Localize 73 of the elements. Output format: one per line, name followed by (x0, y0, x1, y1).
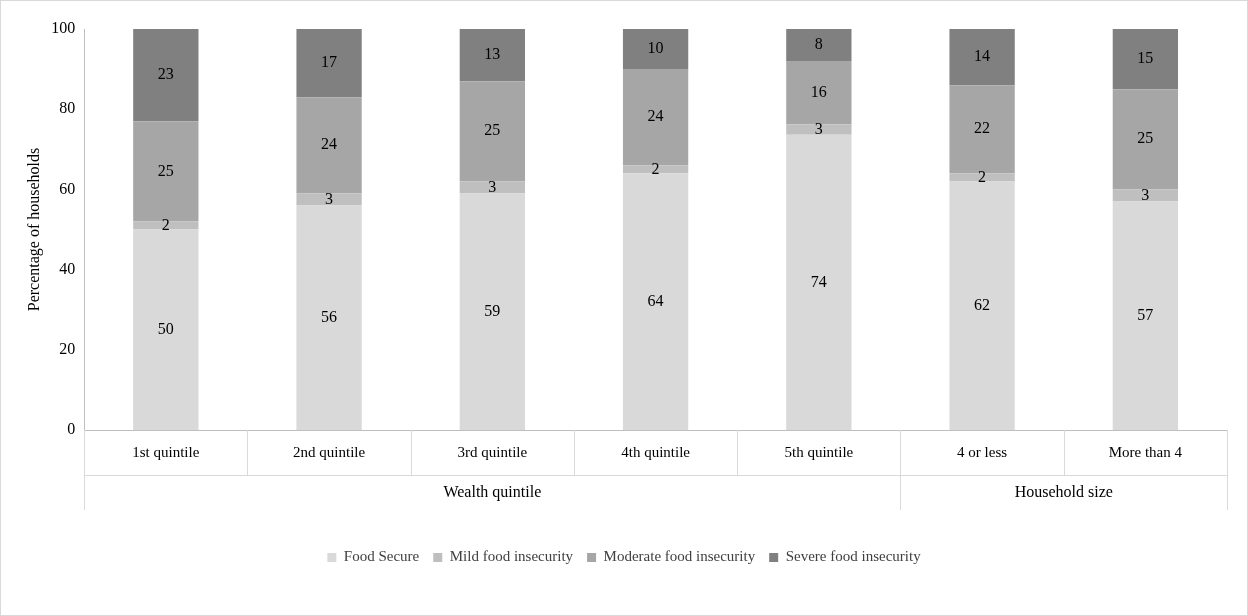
data-label: 25 (157, 161, 174, 179)
y-tick-label: 60 (59, 179, 76, 197)
data-label: 14 (974, 47, 991, 65)
x-tick-label: More than 4 (1108, 443, 1183, 460)
text: Household size (1014, 483, 1113, 501)
bar (786, 29, 852, 62)
bar (296, 29, 362, 98)
data-label: 16 (810, 82, 827, 100)
data-label: 22 (974, 119, 991, 137)
data-label: 56 (321, 307, 338, 325)
y-tick-label: 80 (59, 99, 76, 117)
bar (459, 181, 525, 194)
legend-label: Moderate food insecurity (603, 548, 756, 565)
data-label: 10 (647, 39, 664, 57)
text: Wealth quintile (443, 483, 542, 502)
bar (296, 97, 362, 194)
data-label: 24 (647, 107, 664, 125)
data-label: 13 (484, 45, 501, 63)
y-tick-label: 40 (59, 259, 76, 277)
bar (622, 173, 689, 430)
data-label: 3 (325, 189, 334, 207)
data-label: 17 (321, 53, 338, 71)
x-tick-label: 3rd quintile (457, 443, 528, 460)
bar (296, 193, 362, 206)
data-label: 57 (1137, 305, 1154, 323)
x-tick-label: 2nd quintile (293, 443, 366, 460)
data-label: 2 (161, 215, 170, 233)
bar (949, 29, 1015, 86)
bar (622, 165, 689, 174)
data-label: 3 (1141, 185, 1150, 203)
data-label: 2 (651, 159, 660, 177)
data-label: 25 (484, 121, 501, 139)
y-tick-label: 100 (51, 19, 76, 37)
data-label: 8 (814, 35, 823, 53)
legend-label: Food Secure (343, 548, 420, 565)
bar (786, 124, 852, 135)
data-label: 3 (488, 177, 497, 195)
y-tick-label: 20 (59, 340, 76, 357)
data-label: 24 (321, 135, 338, 153)
x-tick-label: 5th quintile (784, 443, 854, 460)
bar (296, 205, 362, 430)
bar (459, 29, 525, 82)
legend-label: Mild food insecurity (449, 548, 574, 565)
y-tick-label: 0 (67, 420, 76, 438)
data-label: 2 (978, 167, 987, 185)
data-label: 74 (810, 272, 827, 290)
y-axis-title: Percentage of households (24, 147, 43, 312)
bar (459, 193, 525, 430)
x-tick-label: 1st quintile (132, 443, 200, 460)
data-label: 62 (974, 295, 991, 313)
data-label: 15 (1137, 49, 1154, 67)
data-label: 25 (1137, 129, 1154, 147)
bar (1112, 201, 1179, 430)
bar (133, 229, 199, 430)
bar (786, 134, 852, 430)
data-label: 64 (647, 291, 664, 309)
legend-label: Severe food insecurity (785, 548, 922, 565)
data-label: 3 (814, 119, 823, 137)
bar (949, 181, 1015, 430)
bar (949, 173, 1015, 182)
bar (1112, 29, 1179, 90)
bar (1112, 89, 1179, 190)
bar (133, 29, 199, 122)
data-label: 23 (157, 65, 174, 83)
bar (622, 29, 689, 70)
bar (1112, 189, 1179, 202)
bar (459, 81, 525, 182)
x-tick-label: 4th quintile (621, 443, 691, 460)
data-label: 50 (157, 319, 174, 337)
bar (786, 61, 852, 125)
x-tick-label: 4 or less (957, 443, 1008, 460)
bar (133, 221, 199, 230)
data-label: 59 (484, 301, 501, 319)
